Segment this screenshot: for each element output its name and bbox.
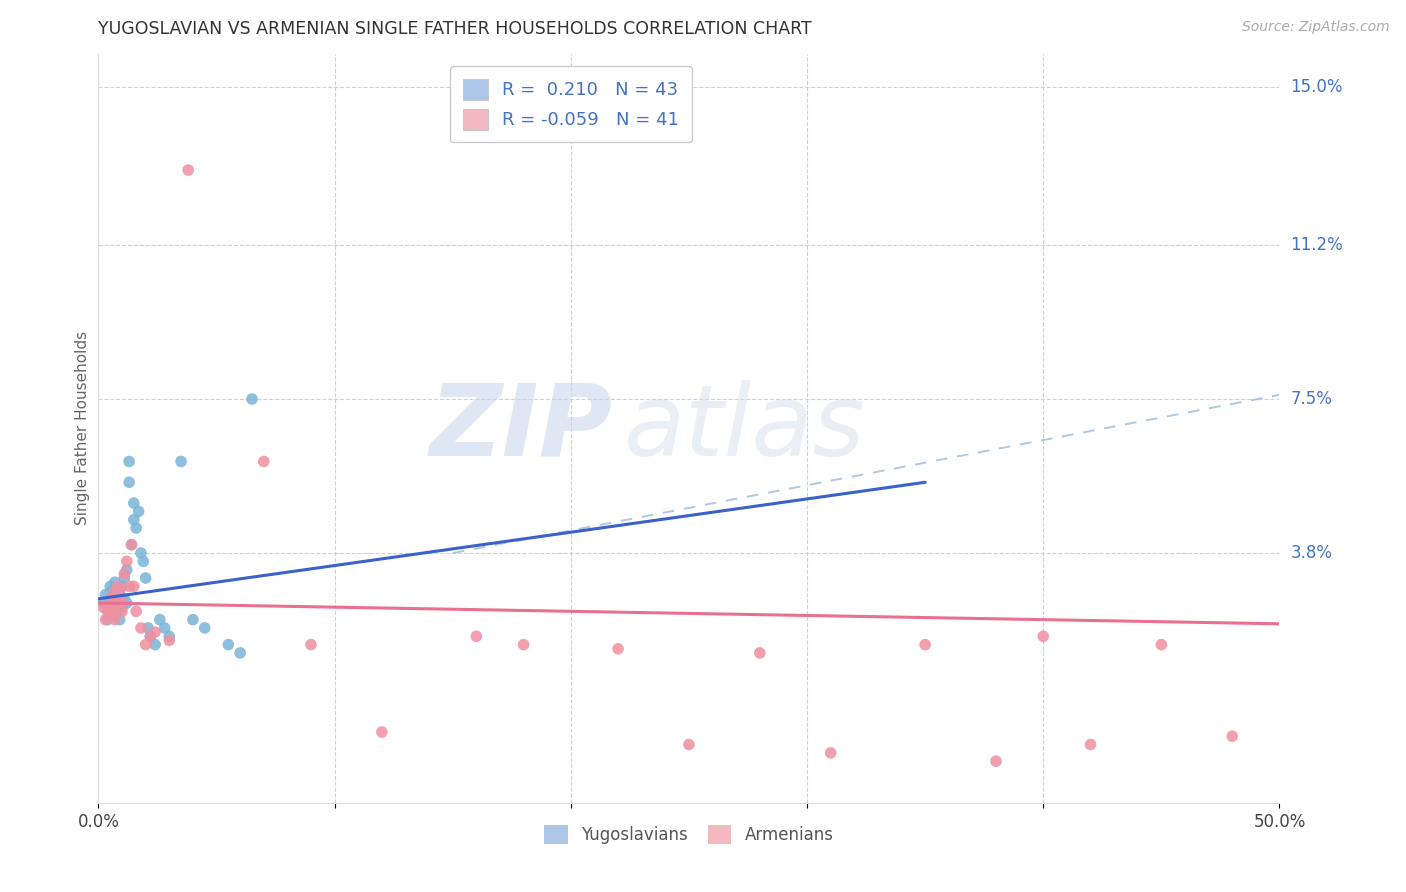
Text: ZIP: ZIP <box>429 380 612 476</box>
Point <box>217 638 239 652</box>
Point <box>101 608 124 623</box>
Point <box>820 746 842 760</box>
Point <box>111 596 134 610</box>
Point <box>157 629 180 643</box>
Point <box>157 633 180 648</box>
Legend: Yugoslavians, Armenians: Yugoslavians, Armenians <box>537 818 841 851</box>
Point <box>607 641 630 656</box>
Text: 11.2%: 11.2% <box>1291 236 1343 254</box>
Point <box>94 588 117 602</box>
Point <box>104 613 127 627</box>
Point <box>108 583 131 598</box>
Point <box>678 738 700 752</box>
Point <box>299 638 322 652</box>
Point <box>111 579 134 593</box>
Point <box>101 600 124 615</box>
Point <box>149 613 172 627</box>
Point <box>121 538 143 552</box>
Point <box>104 591 127 606</box>
Point <box>94 613 117 627</box>
Point <box>129 621 152 635</box>
Point <box>111 604 134 618</box>
Point <box>229 646 252 660</box>
Point <box>91 600 114 615</box>
Point <box>118 579 141 593</box>
Point <box>104 575 127 590</box>
Point <box>125 604 148 618</box>
Point <box>1220 729 1243 743</box>
Point <box>512 638 534 652</box>
Point <box>194 621 217 635</box>
Point <box>748 646 770 660</box>
Point <box>122 496 145 510</box>
Text: 15.0%: 15.0% <box>1291 78 1343 95</box>
Point <box>122 579 145 593</box>
Point <box>105 596 128 610</box>
Point <box>371 725 394 739</box>
Text: 7.5%: 7.5% <box>1291 390 1333 408</box>
Point <box>115 554 138 568</box>
Point <box>98 608 121 623</box>
Point <box>128 504 150 518</box>
Point <box>111 600 134 615</box>
Point <box>240 392 263 406</box>
Point <box>143 625 166 640</box>
Point <box>112 571 135 585</box>
Point <box>143 638 166 652</box>
Point <box>914 638 936 652</box>
Point <box>136 621 159 635</box>
Point <box>118 454 141 468</box>
Point <box>97 604 120 618</box>
Point <box>91 596 114 610</box>
Point <box>121 538 143 552</box>
Point <box>98 591 121 606</box>
Point <box>1150 638 1173 652</box>
Point <box>1080 738 1102 752</box>
Point <box>115 596 138 610</box>
Text: Source: ZipAtlas.com: Source: ZipAtlas.com <box>1241 20 1389 34</box>
Point <box>97 604 120 618</box>
Point <box>98 596 121 610</box>
Point <box>122 513 145 527</box>
Point <box>135 638 157 652</box>
Point <box>125 521 148 535</box>
Point <box>98 579 121 593</box>
Text: YUGOSLAVIAN VS ARMENIAN SINGLE FATHER HOUSEHOLDS CORRELATION CHART: YUGOSLAVIAN VS ARMENIAN SINGLE FATHER HO… <box>98 21 813 38</box>
Point <box>112 566 135 581</box>
Point <box>984 754 1007 768</box>
Point <box>108 613 131 627</box>
Point <box>170 454 193 468</box>
Point <box>139 629 162 643</box>
Point <box>115 563 138 577</box>
Point <box>132 554 155 568</box>
Point <box>118 475 141 490</box>
Text: atlas: atlas <box>624 380 866 476</box>
Point <box>139 629 162 643</box>
Text: 3.8%: 3.8% <box>1291 544 1333 562</box>
Point <box>108 588 131 602</box>
Point <box>105 591 128 606</box>
Point <box>135 571 157 585</box>
Point <box>101 583 124 598</box>
Y-axis label: Single Father Households: Single Father Households <box>75 331 90 525</box>
Point <box>153 621 176 635</box>
Point <box>181 613 204 627</box>
Point <box>105 604 128 618</box>
Point <box>177 163 200 178</box>
Point <box>104 604 127 618</box>
Point <box>105 579 128 593</box>
Point <box>112 591 135 606</box>
Point <box>129 546 152 560</box>
Point <box>101 588 124 602</box>
Point <box>1032 629 1054 643</box>
Point <box>253 454 276 468</box>
Point <box>465 629 488 643</box>
Point <box>98 600 121 615</box>
Point <box>97 613 120 627</box>
